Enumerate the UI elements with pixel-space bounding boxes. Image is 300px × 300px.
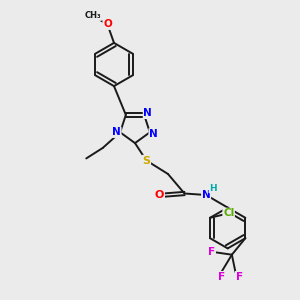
Text: F: F <box>208 247 215 257</box>
Text: CH₃: CH₃ <box>85 11 101 20</box>
Text: F: F <box>218 272 225 282</box>
Text: H: H <box>209 184 217 193</box>
Text: Cl: Cl <box>223 208 234 218</box>
Text: O: O <box>155 190 164 200</box>
Text: F: F <box>236 272 243 282</box>
Text: N: N <box>202 190 211 200</box>
Text: N: N <box>143 108 152 118</box>
Text: S: S <box>142 155 150 166</box>
Text: N: N <box>112 127 121 137</box>
Text: O: O <box>103 19 112 29</box>
Text: N: N <box>149 129 158 139</box>
